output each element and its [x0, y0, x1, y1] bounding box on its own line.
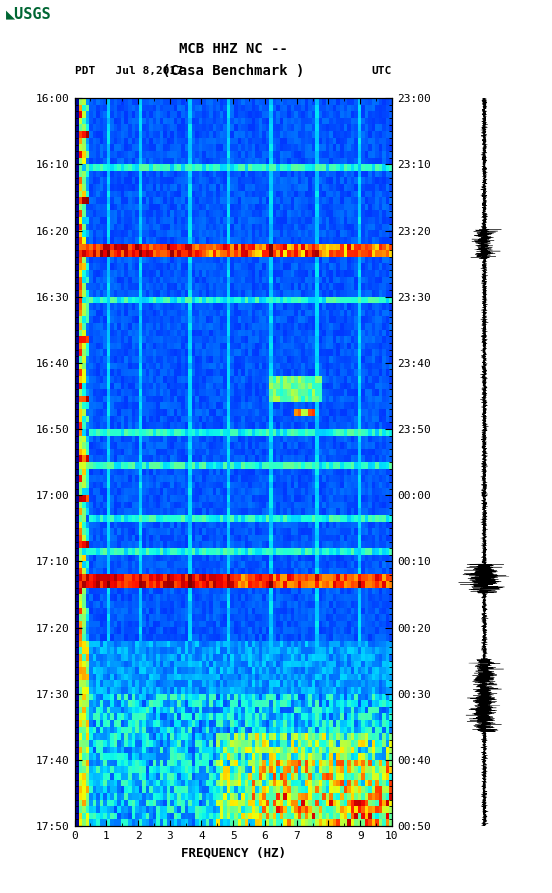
Text: MCB HHZ NC --: MCB HHZ NC --: [179, 42, 288, 56]
Text: UTC: UTC: [371, 66, 392, 77]
X-axis label: FREQUENCY (HZ): FREQUENCY (HZ): [181, 847, 286, 859]
Text: PDT   Jul 8,2017: PDT Jul 8,2017: [75, 66, 183, 77]
Text: ◣USGS: ◣USGS: [6, 6, 51, 21]
Text: (Casa Benchmark ): (Casa Benchmark ): [162, 64, 304, 79]
